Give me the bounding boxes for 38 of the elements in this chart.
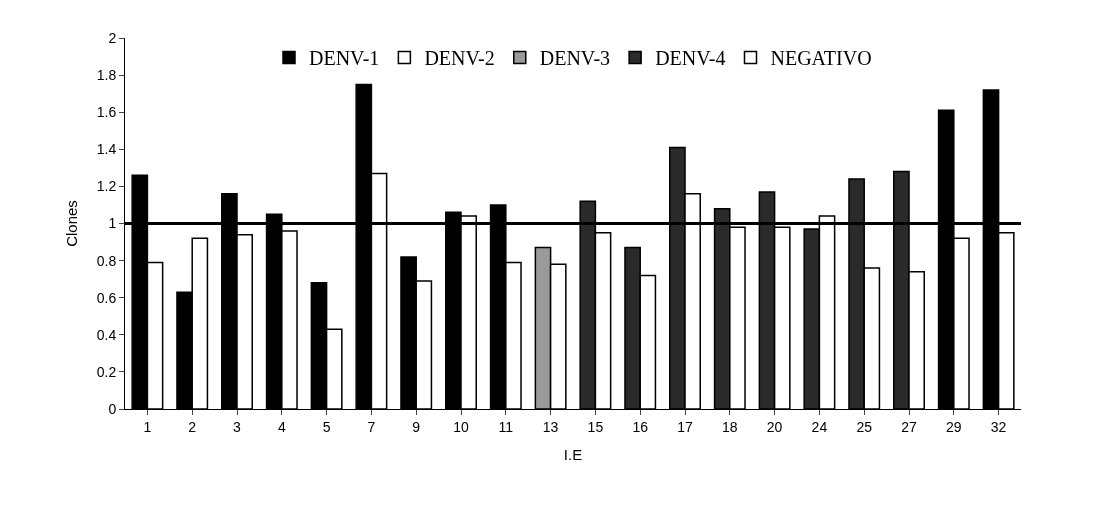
x-tick-label: 4 xyxy=(277,418,286,435)
x-tick-label: 17 xyxy=(677,418,693,435)
y-tick-label: 1.6 xyxy=(96,104,117,121)
legend-label: DENV-1 xyxy=(309,47,380,70)
x-tick-label: 15 xyxy=(587,418,604,435)
x-tick-label: 9 xyxy=(412,418,421,435)
x-tick-label: 32 xyxy=(990,418,1007,435)
x-tick-label: 18 xyxy=(722,418,738,435)
legend-label: DENV-2 xyxy=(424,47,495,70)
x-tick-label: 3 xyxy=(233,418,242,435)
y-tick-label: 1.8 xyxy=(96,67,117,83)
y-tick-label: 0.6 xyxy=(96,289,117,306)
y-tick-label: 0 xyxy=(108,400,117,417)
legend-label: DENV-3 xyxy=(539,47,611,70)
x-tick-label: 11 xyxy=(498,418,514,435)
x-axis-title: I.E xyxy=(563,445,583,463)
legend-label: NEGATIVO xyxy=(770,47,872,70)
x-tick-label: 5 xyxy=(322,418,331,435)
y-tick-label: 0.4 xyxy=(96,326,117,343)
x-tick-label: 29 xyxy=(946,418,962,435)
x-tick-label: 25 xyxy=(856,418,873,435)
x-tick-label: 13 xyxy=(542,418,559,435)
x-tick-label: 24 xyxy=(811,418,828,435)
y-tick-label: 2 xyxy=(108,29,117,46)
y-tick-label: 1 xyxy=(108,215,117,232)
x-tick-label: 10 xyxy=(453,418,469,435)
x-tick-label: 16 xyxy=(632,418,649,435)
legend-label: DENV-4 xyxy=(655,47,726,70)
x-tick-label: 27 xyxy=(901,418,917,435)
x-tick-label: 1 xyxy=(143,418,152,435)
y-axis-title: Clones xyxy=(62,200,80,247)
y-tick-label: 0.8 xyxy=(96,252,117,269)
x-tick-label: 2 xyxy=(188,418,197,435)
x-tick-label: 20 xyxy=(766,418,783,435)
x-tick-label: 7 xyxy=(367,418,376,435)
y-tick-label: 0.2 xyxy=(96,363,117,380)
y-tick-label: 1.2 xyxy=(96,178,117,195)
y-tick-label: 1.4 xyxy=(96,141,117,158)
